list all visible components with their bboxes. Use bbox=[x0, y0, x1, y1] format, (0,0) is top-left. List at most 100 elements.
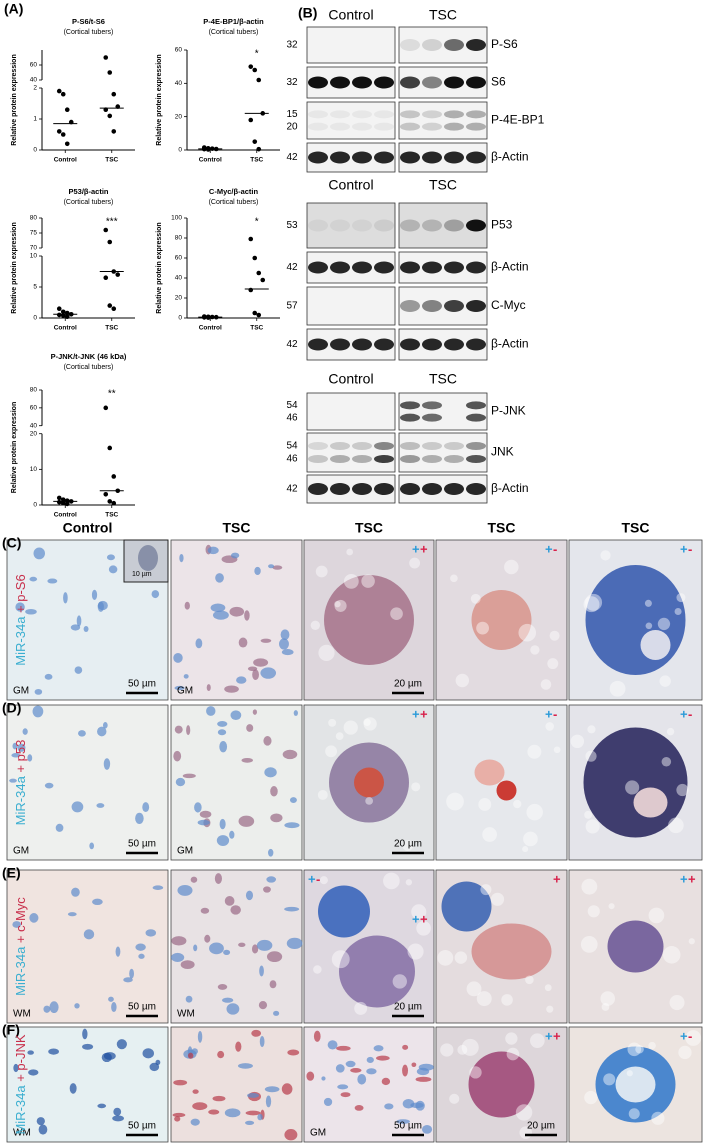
blot-band bbox=[308, 483, 328, 495]
blot-band bbox=[466, 442, 486, 450]
data-point bbox=[248, 117, 254, 123]
blot-band bbox=[466, 110, 486, 119]
blot-band bbox=[400, 300, 420, 312]
cell bbox=[113, 1107, 122, 1116]
cell bbox=[376, 1055, 390, 1061]
cell bbox=[252, 669, 259, 681]
vacuole bbox=[545, 722, 554, 731]
vacuole bbox=[659, 675, 671, 687]
vacuole bbox=[603, 1073, 616, 1086]
blot-band bbox=[422, 151, 442, 164]
blot-header: Control bbox=[328, 7, 373, 23]
cell bbox=[258, 1001, 268, 1010]
panel-letter: (B) bbox=[298, 5, 317, 21]
cell bbox=[411, 1062, 417, 1067]
vacuole bbox=[553, 746, 561, 754]
cell bbox=[192, 1089, 199, 1094]
y-tick-label: 10 bbox=[30, 253, 38, 260]
vacuole bbox=[581, 878, 598, 895]
y-axis-label: Relative protein expression bbox=[11, 54, 18, 145]
molecular-weight: 42 bbox=[286, 152, 298, 163]
vacuole bbox=[325, 745, 338, 758]
scale-label: 20 µm bbox=[394, 679, 422, 690]
vacuole bbox=[585, 819, 600, 834]
data-point bbox=[107, 70, 113, 75]
micrograph bbox=[170, 1026, 303, 1143]
vacuole bbox=[661, 757, 672, 767]
micrograph: GM bbox=[170, 704, 303, 861]
scale-label: 50 µm bbox=[128, 679, 156, 690]
vacuole bbox=[609, 680, 626, 697]
vacuole bbox=[319, 876, 328, 885]
cell bbox=[264, 767, 277, 778]
cell bbox=[265, 1095, 272, 1108]
scale-label: 20 µm bbox=[394, 839, 422, 850]
vacuole bbox=[334, 599, 347, 612]
protein-label: C-Myc bbox=[491, 298, 526, 312]
cell bbox=[28, 1069, 39, 1076]
y-tick-label: 80 bbox=[30, 387, 38, 394]
data-point bbox=[64, 314, 70, 320]
blot-band bbox=[352, 76, 372, 89]
cell bbox=[170, 952, 185, 962]
blot-band bbox=[330, 110, 350, 119]
vacuole bbox=[437, 949, 454, 966]
cell bbox=[640, 630, 671, 660]
data-point bbox=[260, 277, 266, 283]
cell bbox=[236, 676, 247, 684]
cell bbox=[282, 749, 298, 760]
cell bbox=[259, 965, 264, 977]
data-point bbox=[60, 497, 66, 502]
cell bbox=[11, 753, 21, 758]
data-point bbox=[64, 501, 70, 507]
cell bbox=[9, 778, 17, 783]
scale-label: 50 µm bbox=[394, 1121, 422, 1132]
blot-band bbox=[466, 483, 486, 495]
vacuole bbox=[416, 920, 431, 936]
sign: + bbox=[308, 871, 316, 886]
data-point bbox=[56, 312, 62, 318]
region-label: GM bbox=[177, 846, 193, 857]
vacuole bbox=[317, 789, 328, 800]
blot-band bbox=[400, 39, 420, 51]
vacuole bbox=[392, 974, 407, 989]
blot-band bbox=[466, 300, 486, 312]
blot-band bbox=[422, 76, 442, 89]
blot-band bbox=[330, 219, 350, 232]
blot-band bbox=[352, 483, 372, 495]
sign: + bbox=[412, 706, 420, 721]
cell bbox=[339, 935, 415, 1008]
cell bbox=[237, 1063, 253, 1069]
column-header: TSC bbox=[355, 520, 383, 536]
vacuole bbox=[390, 607, 403, 621]
cell bbox=[182, 773, 196, 779]
vacuole bbox=[363, 718, 371, 726]
stain-label: MiR-34a + p-JNK bbox=[13, 1034, 28, 1134]
scale-label: 50 µm bbox=[128, 839, 156, 850]
cell bbox=[251, 944, 259, 954]
blot-band bbox=[422, 261, 442, 274]
vacuole bbox=[315, 565, 328, 578]
micrograph: WM 50 µm bbox=[6, 869, 169, 1024]
cell bbox=[17, 743, 26, 752]
blot-frame bbox=[306, 101, 396, 140]
cell bbox=[366, 1068, 377, 1075]
cell bbox=[44, 673, 53, 680]
micrograph: 20 µm+ -+ + bbox=[303, 869, 435, 1024]
cell bbox=[238, 637, 248, 648]
cell bbox=[12, 921, 22, 928]
cell bbox=[63, 592, 68, 604]
data-point bbox=[111, 474, 117, 479]
cell bbox=[208, 1109, 220, 1115]
cell bbox=[256, 939, 273, 951]
vacuole bbox=[405, 879, 413, 886]
panel-letter: (F) bbox=[2, 1022, 20, 1038]
cell bbox=[212, 610, 229, 620]
cell bbox=[336, 1045, 351, 1051]
cell bbox=[135, 812, 144, 825]
cell bbox=[268, 848, 274, 857]
cell bbox=[217, 720, 228, 727]
vacuole bbox=[402, 840, 414, 852]
micrograph-bg bbox=[170, 704, 303, 861]
cell bbox=[91, 589, 98, 600]
